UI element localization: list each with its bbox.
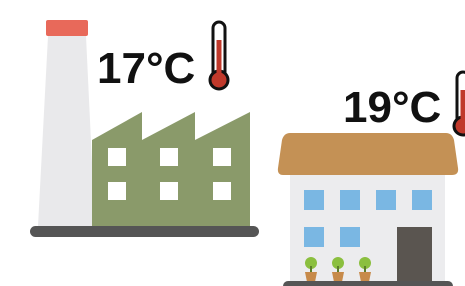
- chimney: [38, 36, 95, 226]
- chimney-cap: [46, 20, 88, 36]
- house-temperature: 19°C: [343, 83, 441, 132]
- factory-temperature: 17°C: [97, 44, 195, 93]
- page: 17°C 19°C (() => { const data = JSON.par…: [0, 0, 465, 286]
- house-ground: [283, 281, 453, 286]
- factory-building: [92, 112, 250, 228]
- factory-thermometer: [210, 22, 228, 89]
- house-thermometer: [454, 72, 465, 135]
- house: [278, 133, 458, 286]
- house-roof: [278, 133, 458, 175]
- illustration: 17°C 19°C: [0, 0, 465, 286]
- house-door: [397, 227, 432, 286]
- factory-ground: [30, 226, 259, 237]
